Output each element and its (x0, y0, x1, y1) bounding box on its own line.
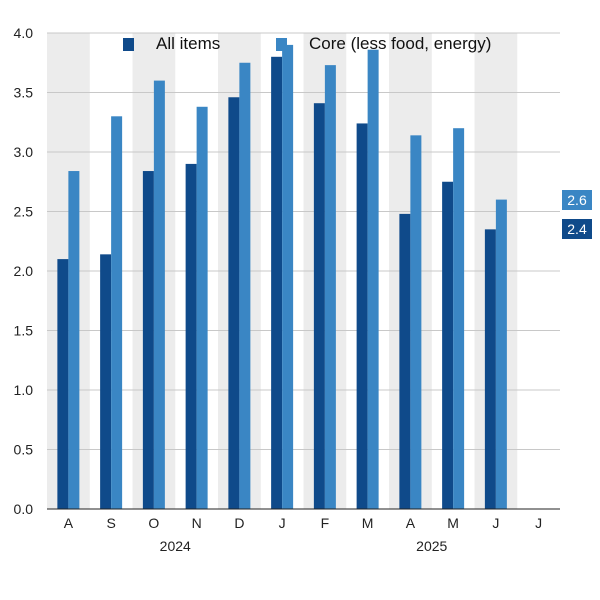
year-label: 2024 (160, 538, 191, 554)
y-tick-label: 2.5 (14, 204, 34, 220)
bar-all-items (228, 97, 240, 509)
legend-item-core: Core (less food, energy) (276, 34, 491, 54)
bar-all-items (313, 103, 325, 510)
bars (57, 44, 507, 510)
bar-all-items (399, 213, 411, 509)
x-tick-label: N (192, 515, 202, 531)
bar-core-less-food-energy (495, 199, 507, 509)
y-tick-label: 1.5 (14, 323, 34, 339)
bar-core-less-food-energy (196, 106, 208, 509)
bar-core-less-food-energy (282, 44, 294, 510)
bar-core-less-food-energy (153, 80, 165, 509)
bar-core-less-food-energy (367, 49, 379, 509)
x-tick-label: A (406, 515, 416, 531)
bar-all-items (100, 254, 112, 509)
x-axis-ticks: A S O N D J F M A M J J 2024 2025 (64, 515, 542, 554)
legend: All items Core (less food, energy) (0, 34, 600, 56)
bar-all-items (271, 56, 283, 510)
y-axis-ticks: 0.0 0.5 1.0 1.5 2.0 2.5 3.0 3.5 4.0 (14, 25, 34, 517)
legend-label-all-items: All items (156, 34, 221, 53)
y-tick-label: 1.0 (14, 382, 34, 398)
x-tick-label: A (64, 515, 74, 531)
x-tick-label: J (279, 515, 286, 531)
bar-all-items (57, 259, 69, 509)
end-label-core: 2.6 (562, 189, 592, 210)
y-tick-label: 3.0 (14, 144, 34, 160)
x-tick-label: F (321, 515, 330, 531)
y-tick-label: 3.5 (14, 85, 34, 101)
bar-all-items (356, 123, 368, 509)
bar-all-items (484, 229, 496, 509)
end-label-all-items: 2.4 (562, 219, 592, 240)
bar-core-less-food-energy (68, 171, 80, 510)
y-tick-label: 4.0 (14, 25, 34, 41)
x-tick-label: J (535, 515, 542, 531)
bar-core-less-food-energy (239, 62, 251, 509)
bar-all-items (185, 163, 197, 509)
y-tick-label: 0.5 (14, 442, 34, 458)
bar-all-items (142, 171, 154, 510)
x-tick-label: S (106, 515, 115, 531)
x-tick-label: D (234, 515, 244, 531)
year-label: 2025 (416, 538, 447, 554)
y-tick-label: 2.0 (14, 263, 34, 279)
x-tick-label: M (362, 515, 374, 531)
x-tick-label: M (447, 515, 459, 531)
x-tick-label: O (148, 515, 159, 531)
legend-swatch-all-items (123, 37, 134, 51)
y-tick-label: 0.0 (14, 501, 34, 517)
bar-all-items (442, 181, 454, 509)
bar-core-less-food-energy (453, 128, 465, 509)
legend-swatch-core (276, 37, 287, 51)
bar-core-less-food-energy (324, 65, 336, 509)
legend-label-core: Core (less food, energy) (309, 34, 492, 53)
bar-core-less-food-energy (410, 135, 422, 509)
bar-core-less-food-energy (111, 116, 123, 510)
legend-item-all-items: All items (123, 34, 220, 54)
x-tick-label: J (492, 515, 499, 531)
